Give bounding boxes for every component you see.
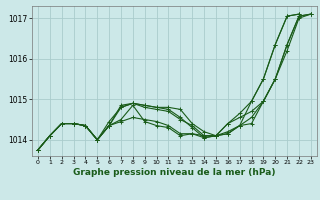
X-axis label: Graphe pression niveau de la mer (hPa): Graphe pression niveau de la mer (hPa): [73, 168, 276, 177]
